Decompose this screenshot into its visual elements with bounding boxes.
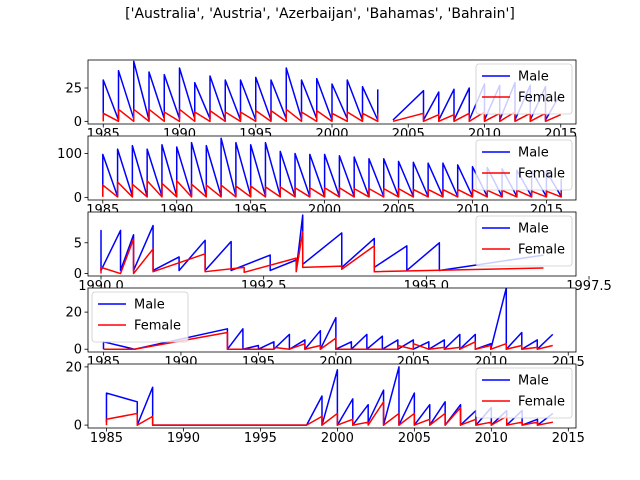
legend-label-male: Male (134, 298, 165, 313)
series-female (102, 179, 562, 198)
subplot-australia: 1985 1990 1995 2000 2005 2010 2015025MaleFemal… (65, 59, 577, 142)
legend: Male Female (475, 215, 573, 267)
series-line-female (102, 108, 379, 123)
legend-label-female: Female (518, 395, 565, 410)
series-line-female (103, 331, 553, 350)
legend: Male Female (475, 367, 573, 419)
legend-label-male: Male (518, 70, 549, 85)
x-tick-label: 2010 (475, 431, 508, 446)
legend-label-male: Male (518, 222, 549, 237)
y-tick-label: 0 (74, 343, 82, 358)
axes-frame (87, 287, 577, 353)
y-tick-label: 5 (74, 236, 82, 251)
y-tick-label: 0 (74, 267, 82, 282)
y-tick-label: 25 (65, 82, 82, 97)
axes-frame (87, 135, 577, 201)
x-tick-label: 1995 (244, 431, 277, 446)
series-male (100, 214, 544, 272)
series-line-female (100, 230, 544, 275)
legend-label-female: Female (134, 319, 181, 334)
y-tick-label: 20 (65, 360, 82, 375)
legend-label-female: Female (518, 167, 565, 182)
series-female (100, 230, 544, 275)
legend: Male Female (475, 139, 573, 191)
y-tick-label: 0 (74, 115, 82, 130)
subplot-azerbaijan: 1990.01992.51995.01997.52000.02002.52005… (74, 211, 612, 294)
y-tick-label: 20 (65, 306, 82, 321)
legend-label-male: Male (518, 146, 549, 161)
series-line-female (392, 111, 562, 123)
axes-frame (87, 363, 577, 429)
y-tick-label: 100 (57, 147, 82, 162)
figure-title: ['Australia', 'Austria', 'Azerbaijan', '… (125, 6, 515, 22)
x-tick-label: 1990 (167, 431, 200, 446)
legend: Male Female (475, 63, 573, 115)
y-tick-label: 0 (74, 419, 82, 434)
axes-frame (87, 211, 577, 277)
subplot-bahamas: 1985 1990 1995 2000 2005 2010 2015020MaleFemal… (65, 287, 585, 370)
x-tick-label: 1997.5 (566, 279, 612, 294)
legend-label-male: Male (518, 374, 549, 389)
y-tick-label: 0 (74, 191, 82, 206)
x-tick-label: 1985 (90, 431, 123, 446)
series-female (103, 331, 553, 350)
series-line-male (100, 214, 544, 272)
subplot-bahrain: 1985 1990 1995 2000 2005 2010 2015 0 20 Male Femal… (65, 360, 584, 446)
legend-label-female: Female (518, 243, 565, 258)
x-tick-label: 2000 (321, 431, 354, 446)
legend-label-female: Female (518, 91, 565, 106)
legend: Male Female (91, 291, 189, 343)
x-tick-label: 2005 (398, 431, 431, 446)
x-tick-label: 2015 (552, 431, 585, 446)
series-female (102, 108, 562, 123)
series-line-female (102, 179, 562, 198)
